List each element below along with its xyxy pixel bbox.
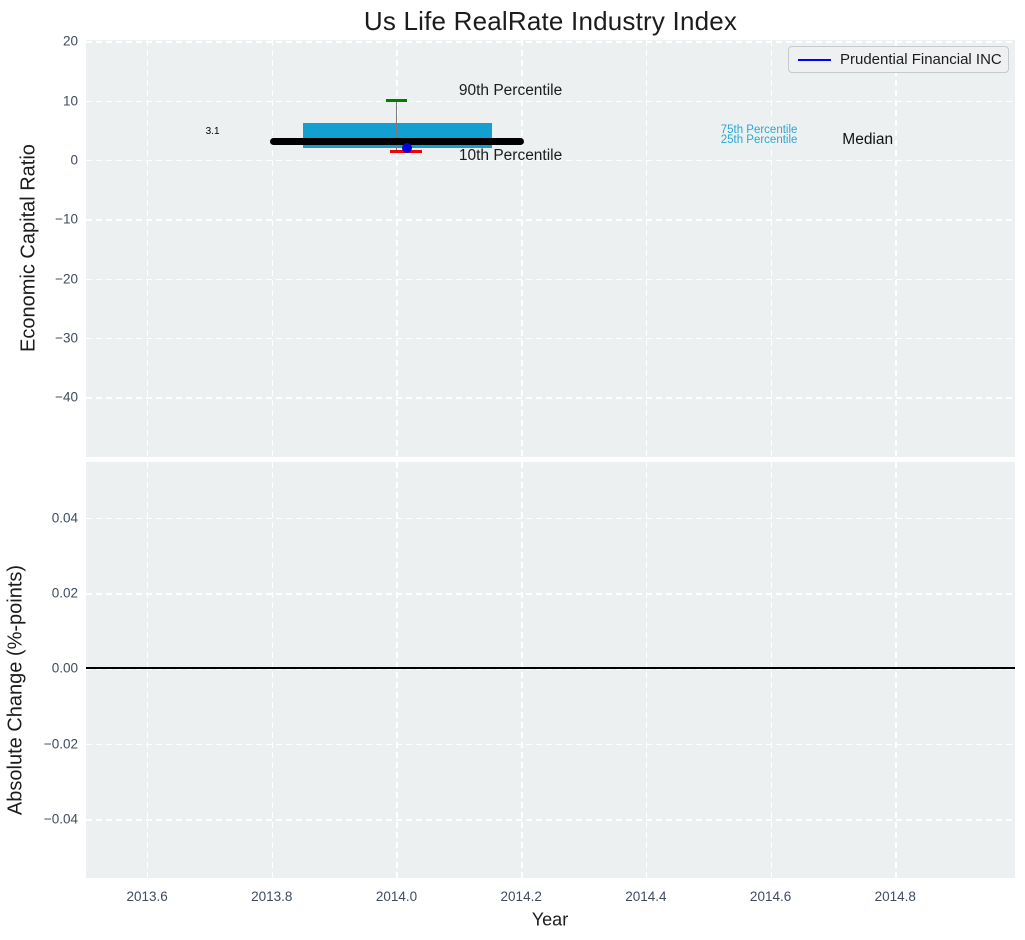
y-tick-label-0: 0	[70, 152, 78, 168]
gridline-vertical-2014.0	[396, 462, 398, 878]
legend-label: Prudential Financial INC	[840, 51, 1002, 68]
annotation-10th-percentile: 10th Percentile	[458, 147, 563, 165]
chart-title: Us Life RealRate Industry Index	[363, 6, 738, 36]
y-tick-label--0.04: −0.04	[43, 811, 78, 827]
gridline-vertical-2014.4	[645, 462, 648, 878]
y-axis-label-economic-capital-ratio: Economic Capital Ratio	[17, 144, 40, 352]
y-axis-label-absolute-change: Absolute Change (%-points)	[4, 564, 27, 816]
y-tick-label-0.02: 0.02	[51, 585, 78, 601]
gridline-vertical-2014.6	[770, 462, 772, 878]
gridline-vertical-2014.6	[770, 40, 772, 457]
y-tick-label-10: 10	[62, 93, 78, 108]
annotation-75th-percentile: 75th Percentile	[720, 124, 798, 137]
gridline-horizontal--30	[86, 337, 1015, 340]
median-line	[269, 138, 524, 146]
y-tick-label--20: −20	[55, 270, 78, 286]
x-axis-label-year: Year	[531, 909, 569, 930]
axes-economic-capital-ratio: 3.1 90th Percentile 10th Percentile 75th Pe…	[86, 40, 1015, 457]
gridline-vertical-2014.8	[895, 462, 897, 878]
x-tick-label-2014.4: 2014.4	[625, 889, 667, 904]
percentile-90-cap	[385, 99, 407, 103]
gridline-horizontal--10	[86, 219, 1015, 221]
y-tick-label--40: −40	[55, 389, 78, 405]
gridline-vertical-2013.8	[271, 462, 274, 878]
y-tick-label--0.02: −0.02	[43, 736, 78, 752]
x-tick-label-2014.6: 2014.6	[749, 889, 792, 904]
legend: Prudential Financial INC	[788, 46, 1009, 73]
gridline-vertical-2013.8	[271, 40, 274, 457]
gridline-horizontal--20	[86, 278, 1015, 280]
x-tick-label-2013.6: 2013.6	[126, 889, 168, 904]
annotation-3.1: 3.1	[205, 125, 220, 137]
gridline-vertical-2014.2	[521, 40, 523, 457]
gridline-vertical-2013.6	[147, 462, 149, 878]
y-tick-label-0.00: 0.00	[51, 660, 78, 676]
axes-absolute-change	[86, 462, 1015, 878]
annotation-90th-percentile: 90th Percentile	[458, 82, 563, 100]
gridline-horizontal-20	[86, 41, 1015, 43]
y-tick-label-20: 20	[62, 33, 78, 49]
gridline-horizontal-0.04	[86, 517, 1015, 520]
gridline-horizontal--0.02	[86, 743, 1015, 746]
gridline-vertical-2014.8	[895, 40, 897, 457]
zero-line	[86, 667, 1015, 670]
x-tick-label-2014.8: 2014.8	[874, 889, 916, 904]
gridline-vertical-2014.4	[645, 40, 648, 457]
y-tick-label-0.04: 0.04	[51, 510, 78, 526]
gridline-horizontal-0.02	[86, 593, 1015, 595]
gridline-horizontal--0.04	[86, 819, 1015, 821]
gridline-vertical-2014.2	[521, 462, 523, 878]
gridline-horizontal--40	[86, 397, 1015, 399]
company-point-prudential-financial-inc	[402, 143, 413, 154]
annotation-25th-percentile: 25th Percentile	[720, 134, 798, 147]
x-tick-label-2013.8: 2013.8	[251, 889, 293, 904]
annotation-median: Median	[842, 130, 894, 148]
x-tick-label-2014.0: 2014.0	[375, 889, 418, 904]
legend-line-icon	[798, 58, 831, 61]
y-tick-label--10: −10	[55, 211, 78, 227]
x-tick-label-2014.2: 2014.2	[500, 889, 542, 904]
gridline-vertical-2013.6	[147, 40, 149, 457]
gridline-horizontal-10	[86, 100, 1015, 103]
y-tick-label--30: −30	[55, 330, 78, 346]
